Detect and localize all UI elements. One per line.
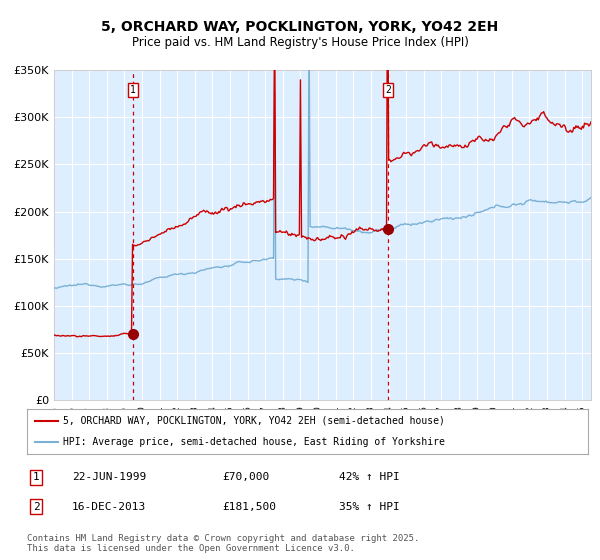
Text: 35% ↑ HPI: 35% ↑ HPI xyxy=(339,502,400,512)
Text: 1: 1 xyxy=(32,472,40,482)
Text: Contains HM Land Registry data © Crown copyright and database right 2025.
This d: Contains HM Land Registry data © Crown c… xyxy=(27,534,419,553)
Text: HPI: Average price, semi-detached house, East Riding of Yorkshire: HPI: Average price, semi-detached house,… xyxy=(64,436,445,446)
Text: 16-DEC-2013: 16-DEC-2013 xyxy=(72,502,146,512)
Text: 5, ORCHARD WAY, POCKLINGTON, YORK, YO42 2EH (semi-detached house): 5, ORCHARD WAY, POCKLINGTON, YORK, YO42 … xyxy=(64,416,445,426)
Text: 2: 2 xyxy=(32,502,40,512)
Text: Price paid vs. HM Land Registry's House Price Index (HPI): Price paid vs. HM Land Registry's House … xyxy=(131,36,469,49)
Text: £70,000: £70,000 xyxy=(222,472,269,482)
Text: 42% ↑ HPI: 42% ↑ HPI xyxy=(339,472,400,482)
Text: 22-JUN-1999: 22-JUN-1999 xyxy=(72,472,146,482)
Text: 5, ORCHARD WAY, POCKLINGTON, YORK, YO42 2EH: 5, ORCHARD WAY, POCKLINGTON, YORK, YO42 … xyxy=(101,20,499,34)
Text: £181,500: £181,500 xyxy=(222,502,276,512)
Text: 1: 1 xyxy=(130,85,136,95)
Text: 2: 2 xyxy=(385,85,391,95)
